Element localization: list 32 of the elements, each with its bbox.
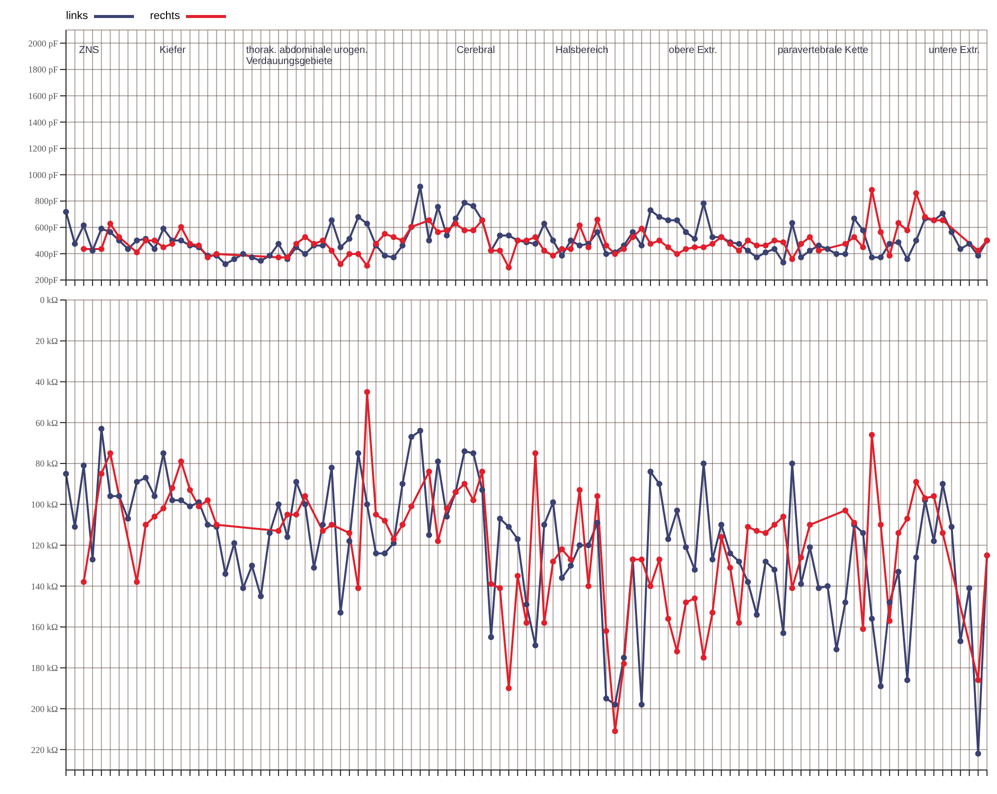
y-tick-label: 800pF (34, 196, 58, 206)
y-tick-label: 140 kΩ (31, 581, 58, 592)
annotation: obere Extr. (668, 44, 718, 58)
y-tick-label: 1200 pF (28, 144, 58, 154)
annotation: Cerebral (456, 44, 496, 58)
y-tick-label: 120 kΩ (31, 540, 58, 550)
annotation: thorak. abdominale urogen. Verdauungsgebiete (245, 44, 369, 68)
y-tick-label: 1600 pF (28, 90, 58, 101)
y-tick-label: 200 kΩ (31, 704, 58, 714)
y-tick-label: 200pF (34, 275, 58, 286)
y-tick-label: 100 kΩ (31, 500, 58, 510)
y-tick-label: 1800 pF (28, 64, 58, 75)
y-tick-label: 220 kΩ (31, 744, 58, 755)
annotation: untere Extr. (928, 44, 981, 58)
y-tick-label: 80 kΩ (36, 458, 58, 469)
y-tick-label: 2000 pF (28, 38, 58, 48)
annotation: Kiefer (158, 44, 187, 58)
y-tick-label: 600pF (34, 222, 58, 233)
legend-label: rechts (150, 10, 180, 22)
annotation: ZNS (78, 44, 100, 58)
y-tick-label: 400pF (34, 248, 58, 259)
y-tick-label: 20 kΩ (36, 336, 58, 346)
y-tick-label: 40 kΩ (36, 376, 58, 387)
y-tick-label: 160 kΩ (31, 622, 58, 632)
annotation: Halsbereich (554, 44, 610, 58)
y-tick-label: 1400 pF (28, 117, 58, 128)
y-tick-label: 180 kΩ (31, 663, 58, 674)
y-tick-label: 0 kΩ (40, 295, 58, 306)
y-tick-label: 60 kΩ (36, 418, 58, 428)
legend-label: links (66, 10, 88, 22)
annotation: paravertebrale Kette (776, 44, 870, 58)
y-tick-label: 1000 pF (28, 170, 58, 180)
